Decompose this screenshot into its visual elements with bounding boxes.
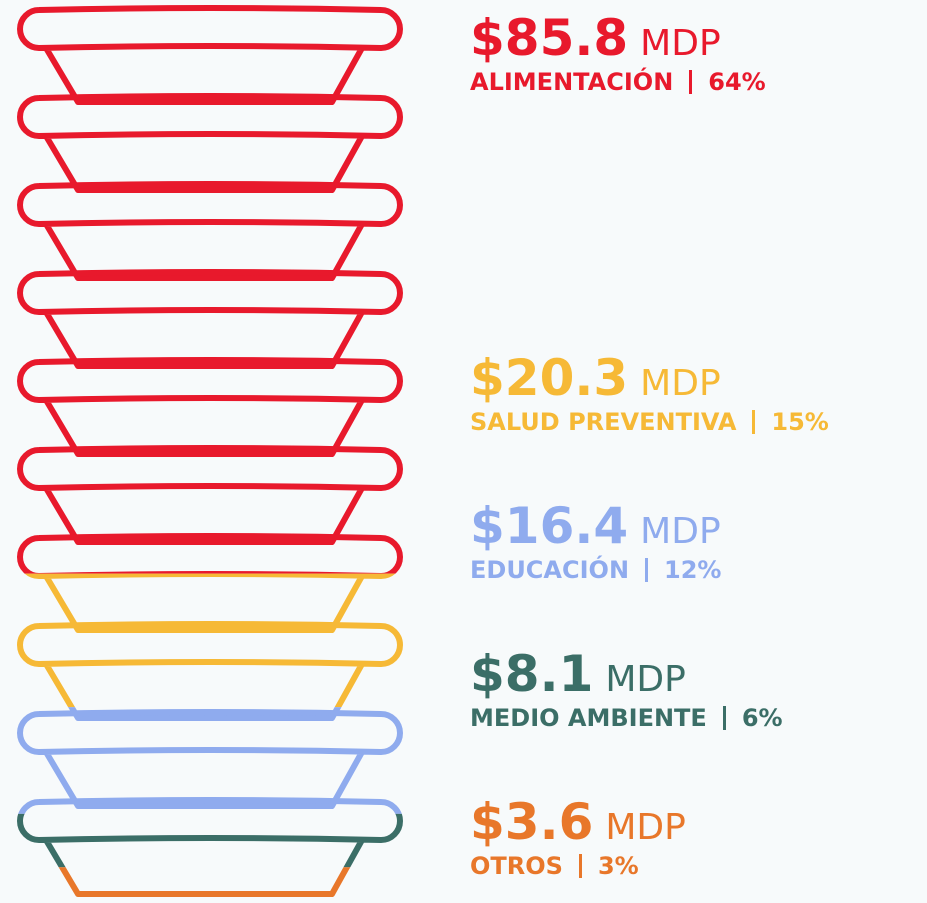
sep xyxy=(752,410,755,434)
sep xyxy=(723,706,726,730)
unit: MDP xyxy=(605,659,686,700)
amount-row: $3.6 MDP xyxy=(470,794,686,850)
label: MEDIO AMBIENTE 6% xyxy=(470,702,783,734)
amount: $16.4 xyxy=(470,497,628,555)
unit: MDP xyxy=(640,23,721,64)
share: 3% xyxy=(598,850,639,882)
bowl xyxy=(20,184,400,278)
page: $85.8MDPALIMENTACIÓN64%$20.3MDPSALUD PRE… xyxy=(0,0,927,903)
share: 64% xyxy=(708,66,765,98)
category: EDUCACIÓN xyxy=(470,554,629,586)
bowl xyxy=(20,800,400,894)
bowl xyxy=(20,360,400,454)
label: EDUCACIÓN 12% xyxy=(470,554,721,586)
block: $3.6 MDP OTROS 3% xyxy=(470,794,686,882)
label: OTROS 3% xyxy=(470,850,686,882)
amount: $20.3 xyxy=(470,349,628,407)
amount-row: $8.1 MDP xyxy=(470,646,783,702)
unit: MDP xyxy=(640,511,721,552)
bowl xyxy=(20,712,400,806)
unit: MDP xyxy=(640,363,721,404)
block: $16.4 MDP EDUCACIÓN 12% xyxy=(470,498,721,586)
bowl xyxy=(20,272,400,366)
category: SALUD PREVENTIVA xyxy=(470,406,736,438)
amount: $8.1 xyxy=(470,645,593,703)
category: MEDIO AMBIENTE xyxy=(470,702,707,734)
unit: MDP xyxy=(605,807,686,848)
bowl xyxy=(20,8,400,102)
amount: $85.8 xyxy=(470,9,628,67)
bowl-stack xyxy=(0,0,420,903)
bowl xyxy=(20,536,400,630)
bowl-segment xyxy=(20,8,400,894)
share: 6% xyxy=(742,702,783,734)
share: 12% xyxy=(664,554,721,586)
share: 15% xyxy=(771,406,828,438)
label: SALUD PREVENTIVA 15% xyxy=(470,406,829,438)
bowl xyxy=(20,624,400,718)
bowl xyxy=(20,96,400,190)
sep xyxy=(689,70,692,94)
amount-row: $20.3 MDP xyxy=(470,350,829,406)
amount: $3.6 xyxy=(470,793,593,851)
sep xyxy=(645,558,648,582)
amount-row: $16.4 MDP xyxy=(470,498,721,554)
category: ALIMENTACIÓN xyxy=(470,66,673,98)
amount-row: $85.8 MDP xyxy=(470,10,766,66)
category: OTROS xyxy=(470,850,563,882)
bowl xyxy=(20,448,400,542)
sep xyxy=(579,854,582,878)
label: ALIMENTACIÓN 64% xyxy=(470,66,766,98)
